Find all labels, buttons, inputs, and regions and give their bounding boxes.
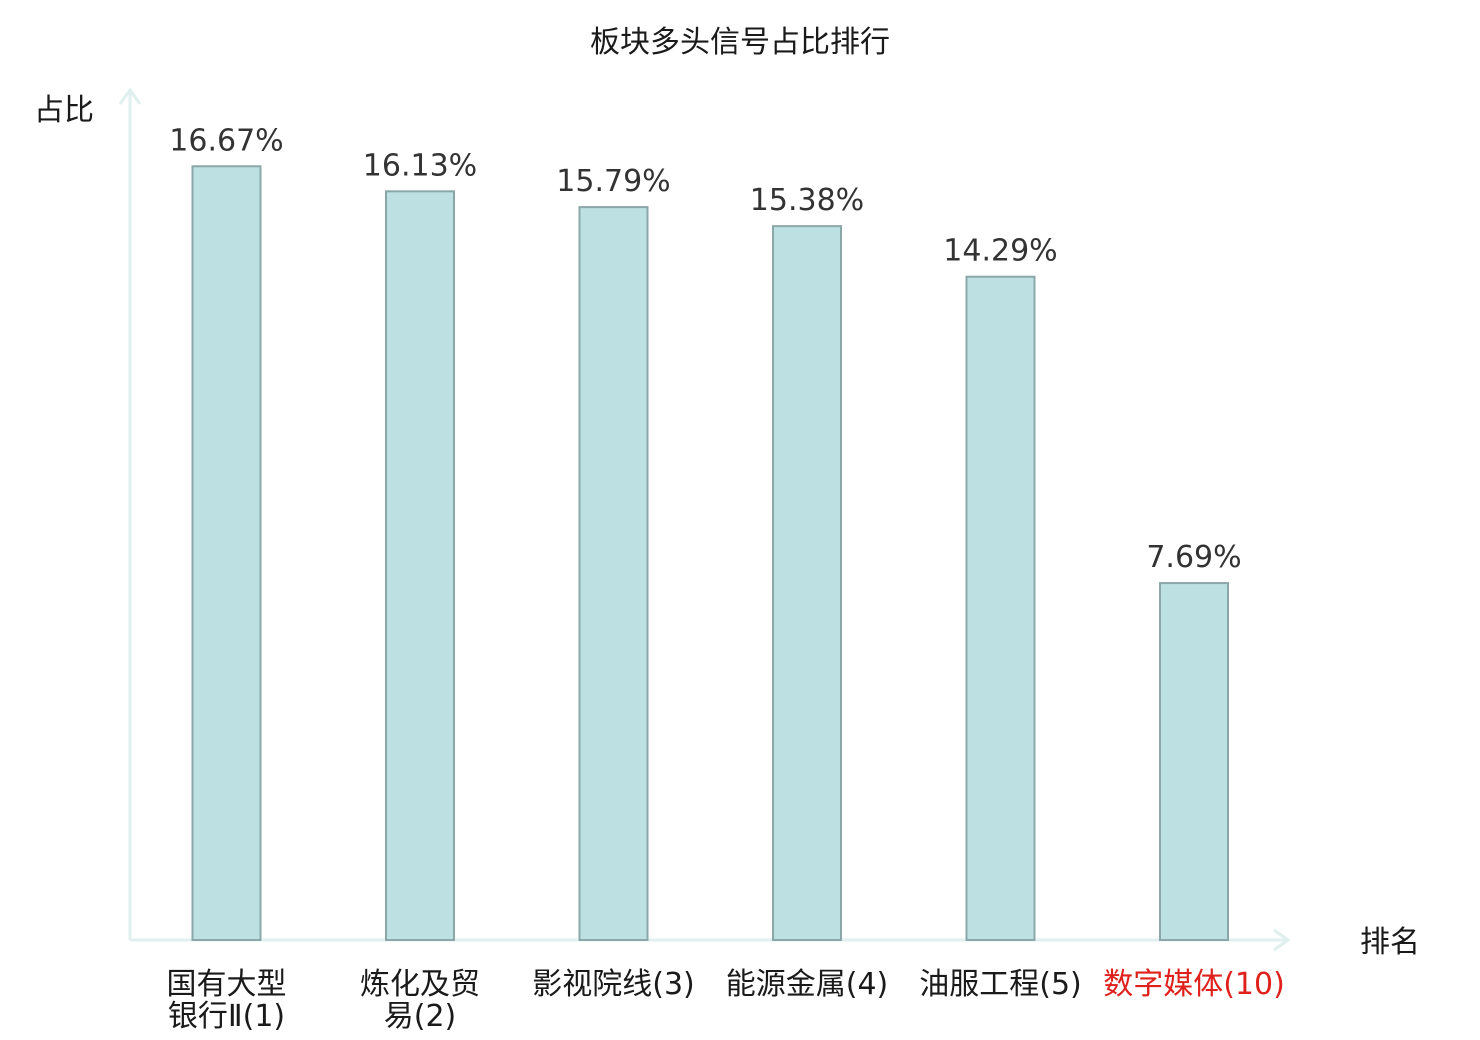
category-label-line: 炼化及贸 (360, 967, 480, 1002)
category-labels: 国有大型银行Ⅱ(1) 炼化及贸易(2) 影视院线(3) 能源金属(4) 油服工程(5) 数… (167, 967, 1285, 1034)
category-label-line: 数字媒体(10) (1103, 967, 1285, 1002)
axes (118, 87, 1291, 952)
data-label-1: 16.67% (169, 123, 283, 158)
category-label-line: 油服工程(5) (919, 967, 1082, 1002)
bar-4 (772, 225, 842, 941)
category-label-4: 能源金属(4) (726, 967, 889, 1002)
bar-3 (578, 206, 649, 941)
bar-5 (965, 275, 1036, 941)
category-label-3: 影视院线(3) (532, 967, 695, 1002)
category-label-5: 油服工程(5) (919, 967, 1082, 1002)
y-axis-label: 占比 (34, 93, 94, 128)
category-label-line: 国有大型 (167, 967, 287, 1002)
category-label-6: 数字媒体(10) (1103, 967, 1285, 1002)
bars (191, 165, 1229, 942)
x-axis-arrow (1273, 928, 1291, 952)
category-label-2: 炼化及贸易(2) (360, 967, 480, 1034)
x-axis-label: 排名 (1360, 925, 1420, 960)
category-label-line: 能源金属(4) (726, 967, 889, 1002)
category-label-line: 影视院线(3) (532, 967, 695, 1002)
bar-6 (1159, 582, 1229, 941)
bar-1 (191, 165, 262, 942)
data-label-3: 15.79% (556, 164, 670, 199)
data-label-4: 15.38% (750, 183, 864, 218)
category-label-line: 银行Ⅱ(1) (168, 999, 285, 1034)
data-label-6: 7.69% (1146, 540, 1241, 575)
y-axis-arrow (118, 87, 142, 105)
category-label-line: 易(2) (384, 999, 457, 1034)
chart-title: 板块多头信号占比排行 (590, 25, 890, 60)
bar-2 (385, 190, 455, 941)
data-label-5: 14.29% (943, 234, 1057, 269)
data-labels: 16.67% 16.13% 15.79% 15.38% 14.29% 7.69% (169, 123, 1241, 575)
data-label-2: 16.13% (363, 148, 477, 183)
category-label-1: 国有大型银行Ⅱ(1) (167, 967, 287, 1034)
